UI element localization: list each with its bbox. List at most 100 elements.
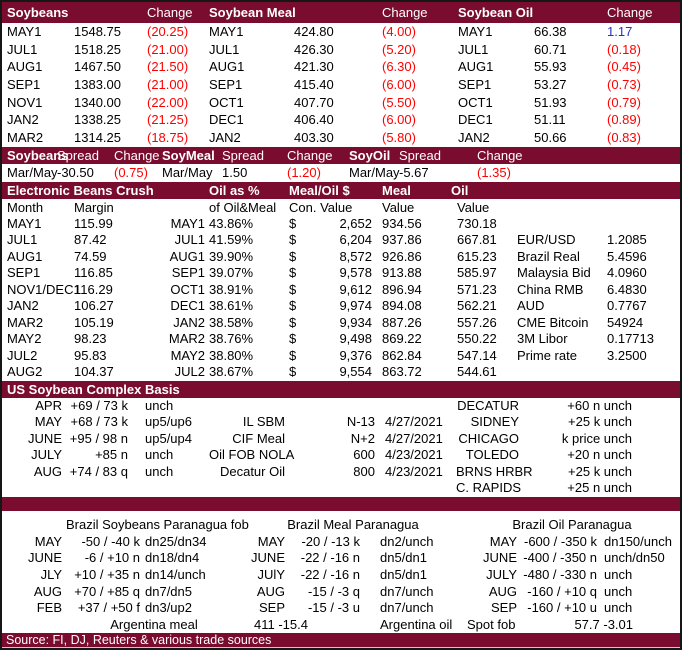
- oil-change: (0.45): [607, 59, 641, 75]
- crush-margin: 116.85: [74, 265, 113, 281]
- crush-month: MAY2: [7, 331, 42, 347]
- dollar-sign: $: [289, 281, 297, 297]
- brazil-meal-basis: -15 / -3 q: [307, 583, 360, 599]
- soyoil-spread-change: (1.35): [477, 164, 511, 180]
- oil-value: 562.21: [457, 298, 497, 314]
- oil-change: 1.17: [607, 24, 633, 39]
- basis-header-row: US Soybean Complex Basis: [2, 380, 680, 398]
- brazil-meal-change: dn7/unch: [380, 600, 434, 616]
- meal-price: 415.40: [294, 77, 334, 93]
- futures-rows: MAY1 1548.75 (20.25) MAY1 424.80 (4.00) …: [2, 23, 680, 147]
- oil-price: 50.66: [534, 130, 567, 146]
- argentina-meal-label: Argentina meal: [110, 616, 198, 632]
- location-basis: +25 n unch: [567, 480, 632, 496]
- crush-row: MAY2 98.23 MAR2 38.76% $ 9,498 869.22 55…: [2, 331, 680, 348]
- dollar-sign: $: [289, 215, 297, 231]
- crush-margin: 115.99: [74, 215, 113, 231]
- brazil-soybeans-month: JUNE: [28, 550, 62, 566]
- brazil-row: AUG +70 / +85 q dn7/dn5 AUG -15 / -3 q d…: [2, 584, 680, 601]
- meal-contract-month: AUG1: [209, 59, 245, 75]
- meal-change: (5.20): [382, 41, 416, 57]
- brazil-oil-month: AUG: [488, 583, 517, 599]
- meal-contract-month: SEP1: [209, 77, 243, 93]
- crush-month: JAN2: [7, 298, 39, 314]
- brazil-rows: MAY -50 / -40 k dn25/dn34 MAY -20 / -13 …: [2, 534, 680, 617]
- basis-month: MAY: [34, 414, 62, 430]
- market-rate-label: Malaysia Bid: [517, 265, 591, 281]
- soybeans-price: 1383.00: [74, 77, 121, 93]
- oil-pct-month: MAY2: [170, 347, 205, 363]
- dollar-sign: $: [289, 364, 297, 380]
- oil-contract-month: JAN2: [458, 130, 490, 146]
- brazil-oil-basis: -480 / -330 n: [523, 567, 597, 582]
- oil-pct-month: MAR2: [168, 331, 205, 347]
- crush-margin: 116.29: [74, 281, 113, 297]
- meal-price: 406.40: [294, 112, 334, 128]
- meal-change: (6.00): [382, 112, 416, 128]
- spread-data-row: Mar/May -30.50 (0.75) Mar/May 1.50 (1.20…: [2, 164, 680, 182]
- crush-margin: 104.37: [74, 364, 114, 380]
- market-rate-value: 6.4830: [607, 281, 647, 297]
- meal-oil-dollar-header: Meal/Oil $: [289, 182, 350, 198]
- cash-product-date: 4/27/2021: [385, 414, 443, 430]
- brazil-soybeans-change: dn18/dn4: [145, 550, 200, 566]
- month-subheader: Month: [7, 199, 44, 215]
- crush-margin: 87.42: [74, 232, 107, 248]
- oil-pct-value: 38.80%: [209, 347, 254, 363]
- brazil-row: FEB +37 / +50 f dn3/up2 SEP -15 / -3 u d…: [2, 600, 680, 617]
- soymeal-spread-value: 1.50: [222, 164, 248, 180]
- oil-change: (0.73): [607, 77, 641, 93]
- oil-change-header: Change: [607, 5, 653, 20]
- dollar-sign: $: [289, 298, 297, 314]
- soybeans-price: 1548.75: [74, 24, 121, 39]
- oil-value: 667.81: [457, 232, 497, 248]
- change-label-3: Change: [477, 147, 523, 163]
- meal-value: 896.94: [382, 281, 422, 297]
- brazil-soybeans-basis: -50 / -40 k: [81, 533, 140, 549]
- meal-value: 894.08: [382, 298, 422, 314]
- meal-value: 937.86: [382, 232, 422, 248]
- oil-contract-month: AUG1: [458, 59, 494, 75]
- brazil-meal-month: MAY: [257, 533, 285, 549]
- location-label: TOLEDO: [465, 447, 519, 463]
- oil-price: 51.93: [534, 94, 567, 110]
- brazil-oil-basis: -160 / +10 q: [527, 583, 597, 599]
- brazil-soybeans-basis: -6 / +10 n: [84, 550, 140, 566]
- crush-month: AUG2: [7, 364, 43, 380]
- source-footer: Source: FI, DJ, Reuters & various trade …: [2, 632, 680, 647]
- crush-row: AUG1 74.59 AUG1 39.90% $ 8,572 926.86 61…: [2, 249, 680, 266]
- crush-month: AUG1: [7, 248, 43, 264]
- section-divider-bar: [2, 496, 680, 511]
- cash-product-date: 4/23/2021: [385, 447, 443, 463]
- basis-title: US Soybean Complex Basis: [7, 381, 180, 397]
- meal-price: 421.30: [294, 59, 334, 75]
- con-value: 9,554: [339, 364, 372, 380]
- crush-month: NOV1/DEC1: [7, 281, 81, 297]
- crush-header-row: Electronic Beans Crush Oil as % Meal/Oil…: [2, 181, 680, 199]
- oil-pct-value: 38.61%: [209, 298, 254, 314]
- crush-margin: 98.23: [74, 331, 107, 347]
- oil-value: 571.23: [457, 281, 497, 297]
- brazil-soybeans-change: dn3/up2: [145, 600, 192, 616]
- market-rate-label: China RMB: [517, 281, 584, 297]
- soybeans-change: (21.00): [147, 41, 189, 57]
- con-value: 9,612: [339, 281, 372, 297]
- oil-pct-month: DEC1: [170, 298, 205, 314]
- brazil-oil-change: unch/dn50: [604, 550, 665, 566]
- soybeans-spread-months: Mar/May: [7, 164, 58, 180]
- oil-pct-month: JAN2: [173, 314, 205, 330]
- crush-row: JAN2 106.27 DEC1 38.61% $ 9,974 894.08 5…: [2, 298, 680, 315]
- brazil-oil-title: Brazil Oil Paranagua: [512, 516, 632, 532]
- crush-margin: 106.27: [74, 298, 114, 314]
- market-rate-label: 3M Libor: [517, 331, 568, 347]
- con-value: 8,572: [339, 248, 372, 264]
- soybean-oil-header: Soybean Oil: [458, 5, 534, 20]
- brazil-oil-change: unch: [604, 600, 633, 616]
- cash-product-label: CIF Meal: [232, 430, 285, 446]
- meal-price: 403.30: [294, 130, 334, 146]
- brazil-oil-change: dn150/unch: [604, 533, 672, 549]
- oil-change: (0.83): [607, 130, 641, 146]
- meal-value-subheader: Value: [382, 199, 415, 215]
- location-basis: +20 n unch: [567, 447, 632, 463]
- brazil-meal-basis: -15 / -3 u: [307, 600, 360, 616]
